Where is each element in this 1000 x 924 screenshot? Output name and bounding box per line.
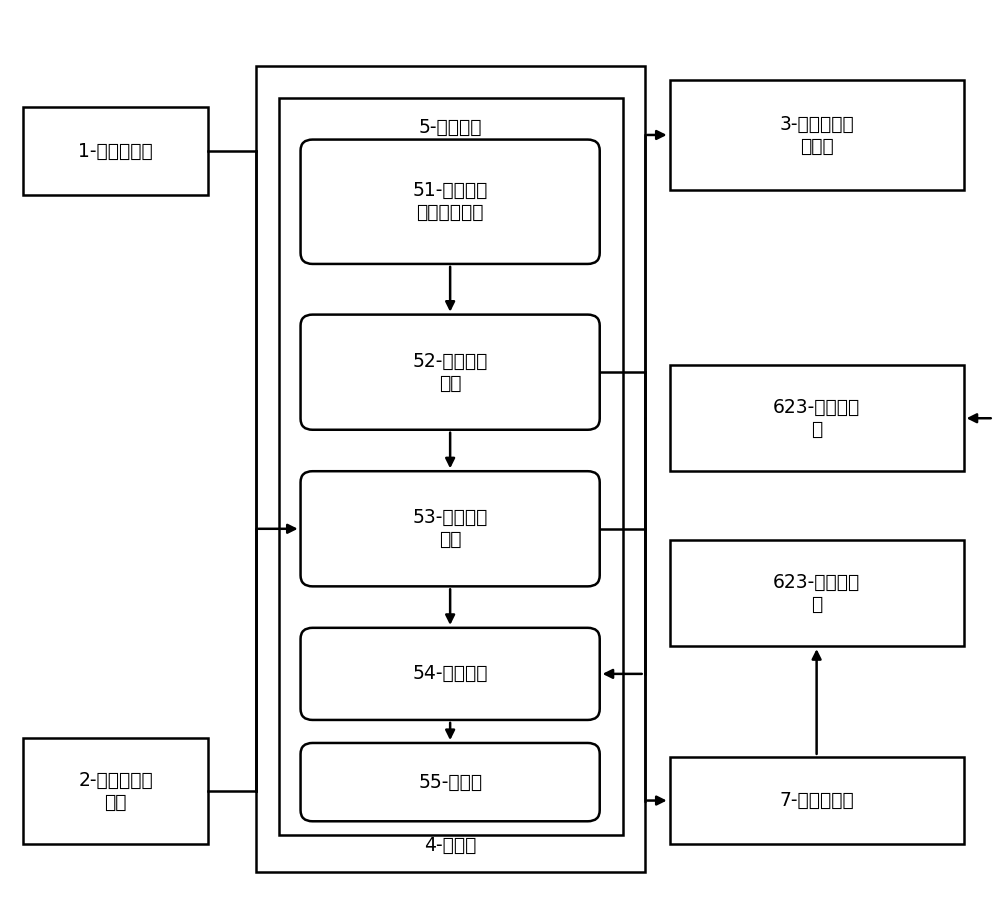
FancyBboxPatch shape [301,140,600,264]
Bar [256,66,645,872]
Text: 623-第一电磁
阀: 623-第一电磁 阀 [773,573,860,614]
Text: 623-第一电磁
阀: 623-第一电磁 阀 [773,397,860,439]
Text: 1-心电监护仪: 1-心电监护仪 [78,141,153,161]
Text: 52-数据分析
模块: 52-数据分析 模块 [412,352,488,393]
Bar [670,365,964,471]
Text: 51-生命体征
数据采集模块: 51-生命体征 数据采集模块 [412,181,488,223]
Text: 3-自动心肺复
苏装置: 3-自动心肺复 苏装置 [779,115,854,155]
Text: 55-用户端: 55-用户端 [418,772,482,792]
Text: 2-动态血压监
测仪: 2-动态血压监 测仪 [78,771,153,812]
Bar [670,541,964,646]
Text: 7-除颤仪主机: 7-除颤仪主机 [779,791,854,810]
Text: 4-控制器: 4-控制器 [424,836,476,856]
Text: 53-指令输出
模块: 53-指令输出 模块 [412,508,488,549]
FancyBboxPatch shape [301,471,600,587]
Bar [23,738,208,845]
Bar [279,98,623,835]
FancyBboxPatch shape [301,627,600,720]
Text: 54-警报模块: 54-警报模块 [412,664,488,684]
FancyBboxPatch shape [301,743,600,821]
FancyBboxPatch shape [301,314,600,430]
Text: 5-监控系统: 5-监控系统 [419,118,482,138]
Bar [670,79,964,190]
Bar [23,107,208,195]
Bar [670,757,964,845]
